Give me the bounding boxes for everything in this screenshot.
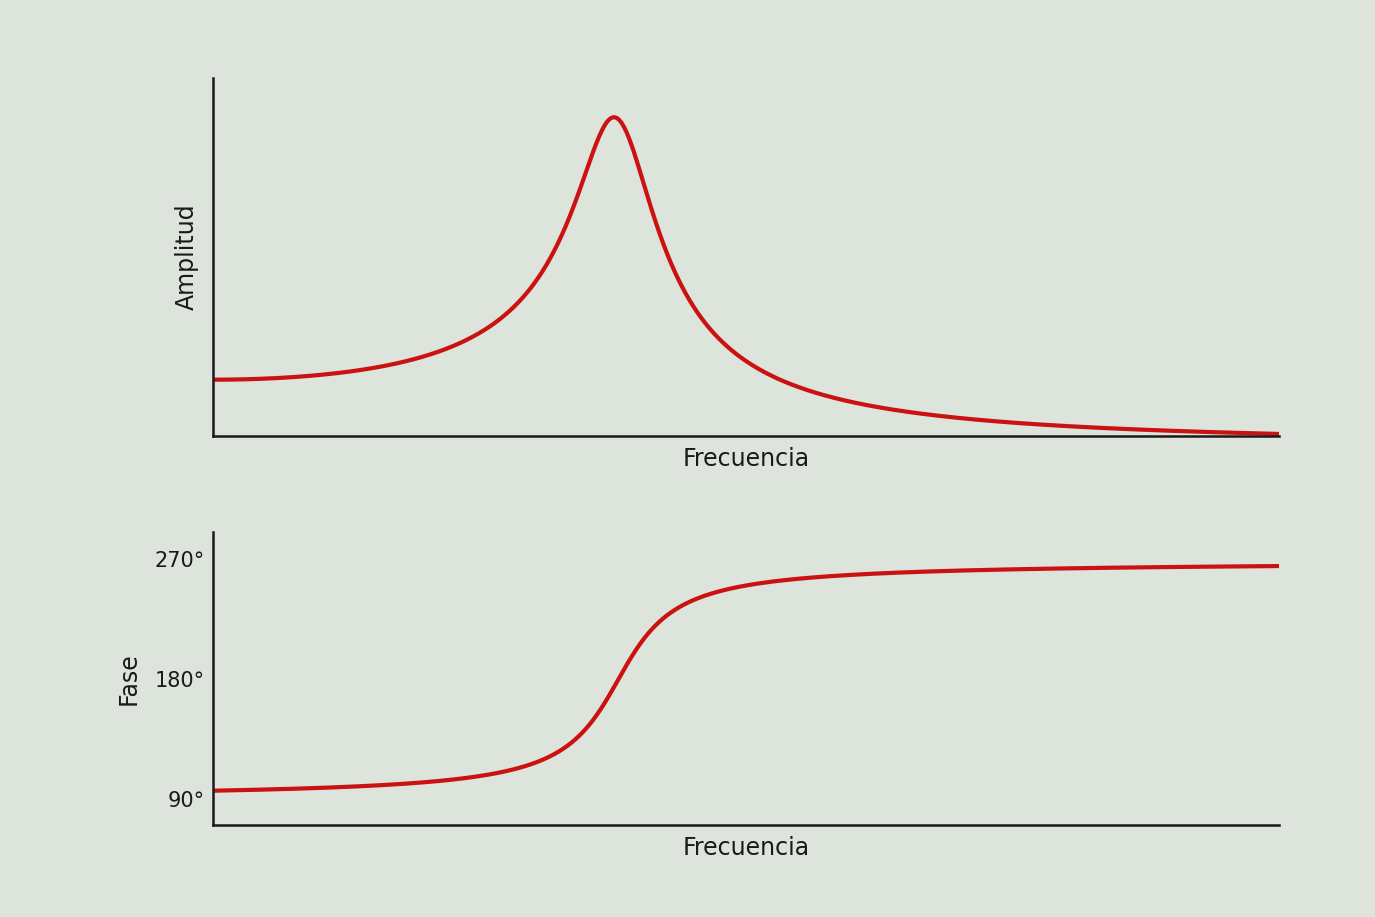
- X-axis label: Frecuencia: Frecuencia: [682, 836, 810, 860]
- X-axis label: Frecuencia: Frecuencia: [682, 447, 810, 470]
- Y-axis label: Fase: Fase: [117, 652, 140, 705]
- Y-axis label: Amplitud: Amplitud: [175, 204, 199, 310]
